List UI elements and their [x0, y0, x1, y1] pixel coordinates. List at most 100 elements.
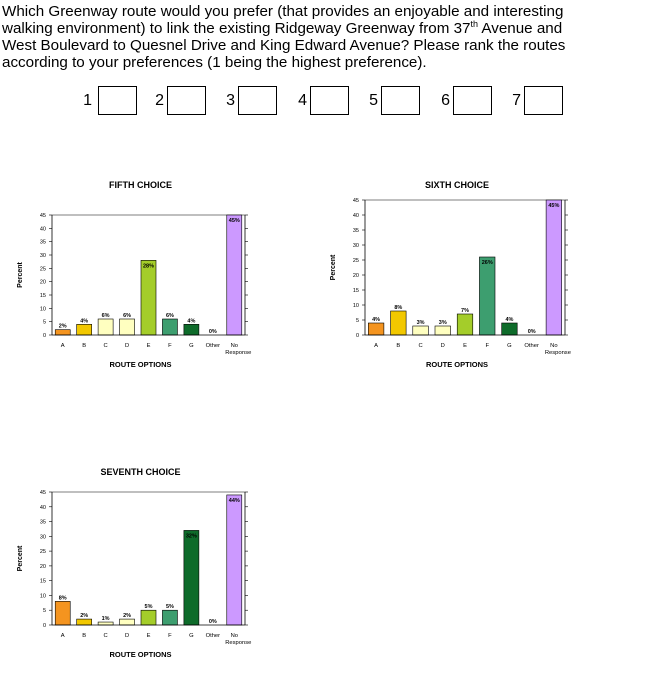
- data-label: 0%: [528, 329, 536, 335]
- data-label: 0%: [209, 619, 217, 625]
- data-label: 45%: [548, 203, 559, 209]
- chart-title: SEVENTH CHOICE: [100, 467, 180, 477]
- rank-input-box[interactable]: [381, 86, 420, 115]
- x-tick-label: G: [189, 633, 194, 639]
- data-label: 6%: [102, 313, 110, 319]
- y-tick-label: 15: [40, 293, 46, 299]
- y-tick-label: 45: [40, 213, 46, 219]
- data-label: 32%: [186, 533, 197, 539]
- x-tick-label: E: [147, 633, 151, 639]
- y-axis-label: Percent: [17, 545, 24, 571]
- chart-title: SIXTH CHOICE: [425, 180, 489, 190]
- survey-question: Which Greenway route would you prefer (t…: [2, 3, 642, 71]
- x-tick-label: Response: [545, 350, 571, 356]
- x-axis-label: ROUTE OPTIONS: [109, 360, 171, 369]
- bar-d: [119, 318, 135, 336]
- data-label: 2%: [59, 324, 67, 330]
- data-label: 6%: [166, 313, 174, 319]
- data-label: 0%: [209, 329, 217, 335]
- question-line-2-text: walking environment) to link the existin…: [2, 20, 471, 37]
- data-label: 4%: [80, 318, 88, 324]
- bar-no-response: [226, 214, 243, 336]
- rank-input-box[interactable]: [98, 86, 137, 115]
- y-tick-label: 35: [40, 240, 46, 246]
- data-label: 3%: [439, 320, 447, 326]
- y-tick-label: 10: [353, 303, 359, 309]
- y-tick-label: 20: [40, 564, 46, 570]
- bar-a: [54, 329, 71, 336]
- bar-e: [456, 313, 474, 336]
- x-tick-label: Response: [225, 640, 251, 646]
- question-line-1: Which Greenway route would you prefer (t…: [2, 3, 564, 20]
- rank-input-box[interactable]: [453, 86, 492, 115]
- x-tick-label: F: [485, 343, 489, 349]
- x-tick-label: G: [189, 343, 194, 349]
- x-tick-label: No: [231, 343, 238, 349]
- bar-f: [479, 256, 496, 336]
- y-tick-label: 15: [353, 288, 359, 294]
- data-label: 1%: [102, 616, 110, 622]
- y-tick-label: 45: [40, 490, 46, 496]
- bar-no-response: [226, 494, 243, 626]
- y-tick-label: 0: [43, 333, 46, 339]
- data-label: 2%: [123, 613, 131, 619]
- x-tick-label: G: [507, 343, 512, 349]
- bar-f: [162, 609, 178, 626]
- y-tick-label: 35: [353, 228, 359, 234]
- rank-number: 3: [226, 92, 235, 109]
- bar-b: [76, 324, 92, 336]
- question-line-3: West Boulevard to Quesnel Drive and King…: [2, 37, 566, 54]
- bar-f: [162, 318, 178, 336]
- y-axis-label: Percent: [17, 261, 24, 287]
- x-axis-label: ROUTE OPTIONS: [109, 650, 171, 659]
- bar-g: [183, 530, 200, 626]
- rank-input-box[interactable]: [167, 86, 206, 115]
- bar-b: [390, 310, 407, 336]
- data-label: 45%: [229, 218, 240, 224]
- x-tick-label: C: [104, 633, 108, 639]
- y-tick-label: 20: [353, 273, 359, 279]
- sixth-choice-chart: SIXTH CHOICE 0 5 10 15 20 25 30 35 40 45 Percent 4% A…: [330, 180, 571, 369]
- y-tick-label: 15: [40, 579, 46, 585]
- rank-input-box[interactable]: [524, 86, 563, 115]
- data-label: 6%: [123, 313, 131, 319]
- rank-input-box[interactable]: [310, 86, 349, 115]
- data-label: 8%: [59, 595, 67, 601]
- y-tick-label: 0: [43, 623, 46, 629]
- x-tick-label: A: [374, 343, 378, 349]
- data-label: 4%: [187, 318, 195, 324]
- x-tick-label: E: [147, 343, 151, 349]
- x-tick-label: D: [125, 633, 129, 639]
- x-tick-label: D: [125, 343, 129, 349]
- rank-number: 4: [298, 92, 307, 109]
- bar-c: [97, 318, 114, 336]
- x-tick-label: No: [550, 343, 557, 349]
- rank-number: 5: [369, 92, 378, 109]
- data-label: 7%: [461, 308, 469, 314]
- question-line-2: walking environment) to link the existin…: [2, 18, 642, 37]
- y-tick-label: 30: [40, 534, 46, 540]
- data-label: 3%: [417, 320, 425, 326]
- x-tick-label: A: [61, 633, 65, 639]
- y-tick-label: 40: [353, 213, 359, 219]
- rank-input-box[interactable]: [238, 86, 277, 115]
- data-label: 26%: [482, 260, 493, 266]
- seventh-choice-chart: SEVENTH CHOICE 0 5 10 15 20 25 30 35 40 45 Percent 8…: [17, 467, 251, 659]
- rank-number: 7: [512, 92, 521, 109]
- bar-e: [140, 260, 157, 336]
- x-tick-label: Response: [225, 350, 251, 356]
- question-line-2-end: Avenue and: [478, 20, 563, 37]
- bar-d: [119, 618, 135, 626]
- chart-title: FIFTH CHOICE: [109, 180, 172, 190]
- rank-number: 1: [83, 92, 92, 109]
- x-tick-label: C: [418, 343, 422, 349]
- y-tick-label: 30: [40, 253, 46, 259]
- rank-number: 6: [441, 92, 450, 109]
- data-label: 44%: [229, 498, 240, 504]
- x-tick-label: B: [82, 343, 86, 349]
- x-tick-label: E: [463, 343, 467, 349]
- ordinal-suffix: th: [470, 18, 479, 29]
- bar-c: [412, 325, 429, 336]
- fifth-choice-chart: FIFTH CHOICE 0 5 10 15 20 25 30 35 40 45 Percent 2% A…: [17, 180, 251, 369]
- bar-c: [97, 621, 114, 626]
